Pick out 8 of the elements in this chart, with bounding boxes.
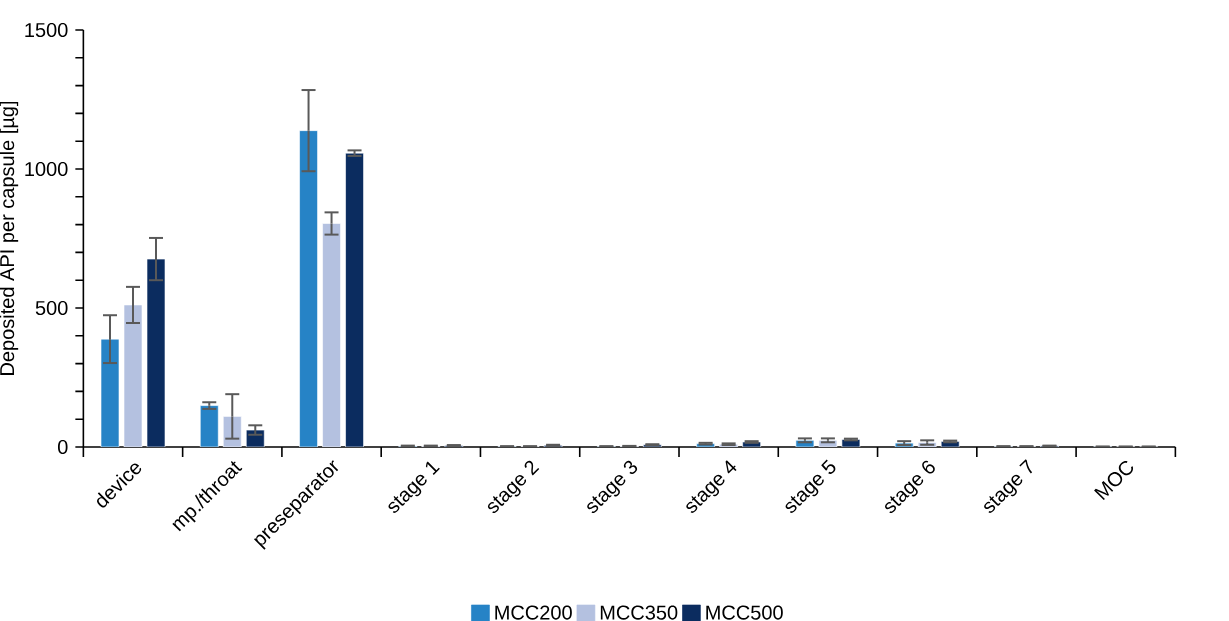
y-tick-label: 1500 bbox=[25, 22, 68, 38]
legend-label: MCC500 bbox=[706, 605, 783, 620]
y-tick-label: 500 bbox=[35, 300, 68, 316]
legend-label: MCC350 bbox=[600, 605, 678, 620]
y-tick-label: 1000 bbox=[25, 161, 68, 177]
legend-label: MCC200 bbox=[495, 605, 572, 620]
y-axis-title: Deposited API per capsule [µg] bbox=[0, 101, 19, 375]
y-tick-label: 0 bbox=[57, 439, 68, 455]
